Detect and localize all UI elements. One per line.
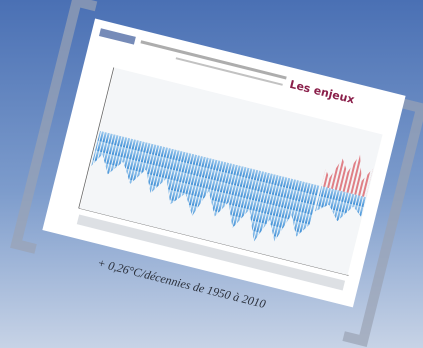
scene: Les enjeux + 0,26°C/décennies de 1950 à … [0, 0, 423, 348]
body: Les enjeux + 0,26°C/décennies de 1950 à … [0, 0, 423, 348]
page: Slide {"slide": {"title": "Les enjeux", … [0, 0, 423, 348]
